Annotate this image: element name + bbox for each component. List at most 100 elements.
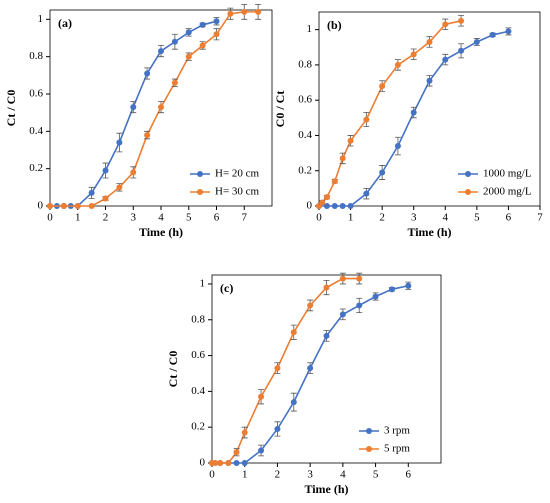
data-point — [323, 284, 330, 291]
x-tick-label: 0 — [316, 212, 322, 224]
legend-label: H= 30 cm — [215, 186, 260, 198]
series — [47, 4, 262, 209]
x-tick-label: 0 — [47, 212, 53, 224]
data-point — [442, 21, 449, 28]
data-point — [379, 83, 386, 90]
y-tick-label: 0.8 — [298, 58, 312, 70]
x-tick-label: 1 — [242, 469, 248, 481]
data-point — [185, 53, 192, 60]
data-point — [88, 203, 95, 209]
x-tick-label: 6 — [214, 212, 220, 224]
data-point — [319, 199, 326, 206]
data-point — [102, 195, 109, 202]
series-line — [318, 20, 462, 207]
y-tick-label: 0 — [38, 200, 44, 212]
x-tick-label: 5 — [474, 212, 480, 224]
panel-label: (a) — [58, 16, 72, 30]
x-tick-label: 7 — [242, 212, 248, 224]
y-axis-label: Ct / C0 — [4, 90, 18, 127]
data-point — [274, 365, 281, 372]
legend-label: 5 rpm — [384, 443, 410, 455]
data-point — [388, 286, 395, 293]
data-point — [199, 42, 206, 49]
series — [209, 272, 363, 466]
data-point — [258, 447, 265, 454]
x-tick-label: 1 — [75, 212, 81, 224]
data-point — [347, 203, 354, 209]
data-point — [116, 139, 123, 146]
plot-frame — [318, 11, 541, 207]
data-point — [116, 184, 123, 191]
data-point — [144, 70, 151, 77]
y-tick-label: 0.2 — [298, 164, 312, 176]
data-point — [331, 203, 338, 209]
data-point — [47, 203, 53, 209]
y-tick-label: 0.2 — [29, 162, 43, 174]
data-point — [307, 302, 314, 309]
data-point — [255, 8, 262, 15]
data-point — [274, 425, 281, 432]
data-point — [199, 21, 206, 28]
data-point — [233, 460, 240, 466]
x-tick-label: 4 — [340, 469, 346, 481]
data-point — [213, 18, 220, 25]
data-point — [185, 29, 192, 36]
data-point — [233, 449, 240, 456]
data-point — [225, 460, 232, 466]
y-axis-label: C0 / Ct — [273, 91, 287, 128]
x-tick-label: 3 — [131, 212, 137, 224]
y-tick-label: 0.4 — [191, 385, 205, 397]
data-point — [426, 38, 433, 45]
data-point — [339, 203, 346, 209]
data-point — [442, 56, 449, 63]
data-point — [489, 31, 496, 38]
x-tick-label: 5 — [373, 469, 379, 481]
data-point — [241, 460, 248, 466]
legend-label: 3 rpm — [384, 425, 410, 437]
legend-marker — [197, 171, 203, 177]
data-point — [347, 137, 354, 144]
y-tick-label: 0.2 — [191, 421, 205, 433]
legend-marker — [366, 428, 372, 434]
x-tick-label: 2 — [275, 469, 281, 481]
data-point — [217, 460, 224, 466]
x-tick-label: 3 — [411, 212, 417, 224]
x-axis-label: Time (h) — [139, 225, 183, 239]
x-tick-label: 4 — [158, 212, 164, 224]
x-tick-label: 1 — [348, 212, 354, 224]
series-line — [50, 11, 259, 207]
data-point — [290, 399, 297, 406]
data-point — [356, 275, 363, 282]
data-point — [323, 203, 330, 209]
data-point — [458, 47, 465, 54]
x-tick-label: 2 — [103, 212, 109, 224]
y-tick-label: 1 — [38, 13, 44, 25]
legend-marker — [465, 189, 471, 195]
data-point — [426, 77, 433, 84]
data-point — [379, 169, 386, 176]
panel-label: (c) — [220, 281, 233, 295]
data-point — [356, 302, 363, 309]
x-tick-label: 6 — [506, 212, 512, 224]
series — [316, 15, 465, 209]
data-point — [158, 48, 164, 55]
data-point — [339, 311, 346, 318]
legend-marker — [465, 171, 471, 177]
data-point — [171, 79, 178, 86]
data-point — [158, 104, 164, 111]
data-point — [505, 28, 512, 35]
x-tick-label: 0 — [209, 469, 215, 481]
legend-label: H= 20 cm — [215, 168, 260, 180]
x-tick-label: 3 — [307, 469, 313, 481]
legend-marker — [197, 189, 203, 195]
legend-label: 2000 mg/L — [483, 186, 532, 198]
data-point — [88, 189, 95, 196]
series-line — [212, 284, 409, 464]
data-point — [410, 109, 417, 116]
data-point — [372, 293, 379, 300]
series — [47, 17, 220, 209]
plot-frame — [211, 274, 442, 464]
data-point — [227, 10, 234, 17]
x-tick-label: 2 — [379, 212, 385, 224]
